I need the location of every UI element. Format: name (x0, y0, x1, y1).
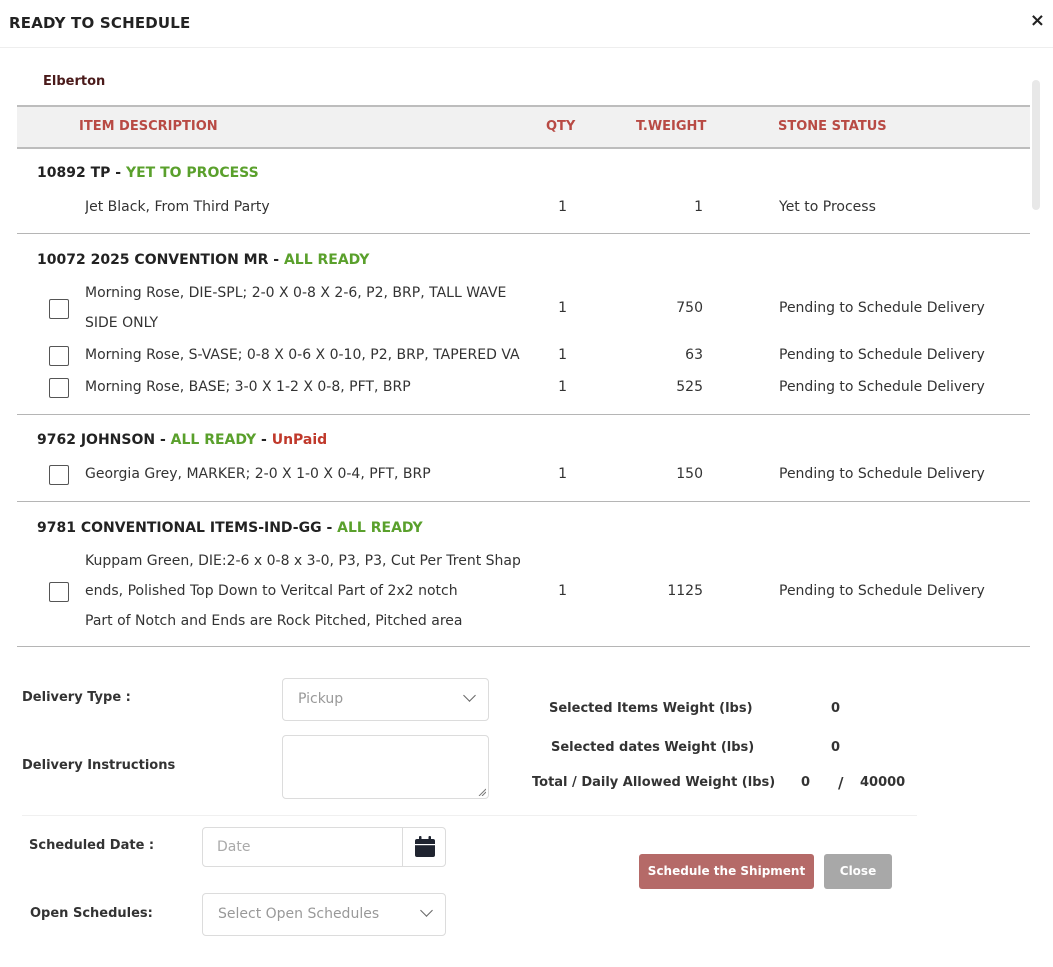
total-weight-value: 0 (801, 775, 811, 790)
item-checkbox[interactable] (49, 465, 69, 485)
delivery-type-value: Pickup (298, 691, 344, 707)
payment-status: UnPaid (271, 432, 328, 448)
item-status: Pending to Schedule Delivery (779, 583, 985, 599)
modal-header: READY TO SCHEDULE × (0, 0, 1053, 48)
group-title: 9762 JOHNSON - ALL READY - UnPaid (37, 432, 327, 448)
item-weight: 1125 (667, 583, 703, 599)
row-divider (17, 646, 1030, 647)
separator: - (268, 252, 284, 268)
selected-items-weight-label: Selected Items Weight (lbs) (549, 701, 753, 716)
item-weight: 150 (676, 466, 703, 482)
col-qty: QTY (546, 119, 576, 134)
separator: - (256, 432, 272, 448)
item-qty: 1 (558, 583, 567, 599)
order-status: YET TO PROCESS (125, 165, 259, 181)
item-description: Morning Rose, BASE; 3-0 X 1-2 X 0-8, PFT… (85, 379, 411, 395)
item-status: Pending to Schedule Delivery (779, 466, 985, 482)
item-weight: 1 (694, 199, 703, 215)
item-weight: 525 (676, 379, 703, 395)
scrollbar[interactable] (1032, 80, 1040, 210)
order-status: ALL READY (170, 432, 257, 448)
item-description: Part of Notch and Ends are Rock Pitched,… (85, 613, 463, 629)
item-status: Pending to Schedule Delivery (779, 300, 985, 316)
close-button[interactable]: Close (824, 854, 892, 889)
item-status: Pending to Schedule Delivery (779, 379, 985, 395)
date-placeholder: Date (217, 839, 251, 855)
modal-title: READY TO SCHEDULE (9, 14, 191, 32)
selected-items-weight-value: 0 (831, 701, 841, 716)
delivery-instructions-label: Delivery Instructions (22, 758, 176, 773)
selected-dates-weight-value: 0 (831, 740, 841, 755)
order-name: 10892 TP (37, 165, 111, 181)
section-divider (22, 815, 917, 816)
col-weight: T.WEIGHT (636, 119, 707, 134)
item-checkbox[interactable] (49, 582, 69, 602)
open-schedules-placeholder: Select Open Schedules (218, 906, 380, 922)
chevron-down-icon (420, 904, 433, 917)
table-header: ITEM DESCRIPTION QTY T.WEIGHT STONE STAT… (17, 105, 1030, 149)
item-description: Jet Black, From Third Party (85, 199, 270, 215)
order-name: 9762 JOHNSON (37, 432, 156, 448)
selected-dates-weight-label: Selected dates Weight (lbs) (551, 740, 755, 755)
scheduled-date-input[interactable]: Date (202, 827, 446, 867)
item-qty: 1 (558, 347, 567, 363)
date-divider (402, 828, 403, 866)
scheduled-date-label: Scheduled Date : (29, 838, 155, 853)
item-description: SIDE ONLY (85, 315, 159, 331)
item-weight: 750 (676, 300, 703, 316)
group-title: 10892 TP - YET TO PROCESS (37, 165, 259, 181)
order-status: ALL READY (283, 252, 370, 268)
allowed-weight-value: 40000 (860, 775, 906, 790)
item-status: Yet to Process (779, 199, 876, 215)
open-schedules-select[interactable]: Select Open Schedules (202, 893, 446, 936)
separator: - (155, 432, 171, 448)
calendar-icon[interactable] (413, 835, 437, 859)
chevron-down-icon (463, 689, 476, 702)
delivery-type-select[interactable]: Pickup (282, 678, 489, 721)
item-qty: 1 (558, 466, 567, 482)
separator: - (110, 165, 126, 181)
item-checkbox[interactable] (49, 378, 69, 398)
row-divider (17, 501, 1030, 502)
item-status: Pending to Schedule Delivery (779, 347, 985, 363)
separator: - (321, 520, 338, 536)
item-description: ends, Polished Top Down to Veritcal Part… (85, 583, 458, 599)
item-description: Georgia Grey, MARKER; 2-0 X 1-0 X 0-4, P… (85, 466, 431, 482)
item-qty: 1 (558, 300, 567, 316)
col-stone-status: STONE STATUS (778, 119, 887, 134)
item-checkbox[interactable] (49, 299, 69, 319)
close-icon[interactable]: × (1029, 10, 1045, 31)
item-description: Morning Rose, DIE-SPL; 2-0 X 0-8 X 2-6, … (85, 285, 507, 301)
resize-grip-icon[interactable] (478, 788, 486, 796)
row-divider (17, 233, 1030, 234)
item-qty: 1 (558, 199, 567, 215)
item-weight: 63 (685, 347, 703, 363)
location-label: Elberton (43, 74, 106, 89)
order-status: ALL READY (337, 520, 423, 536)
total-daily-weight-label: Total / Daily Allowed Weight (lbs) (532, 775, 776, 790)
group-title: 10072 2025 CONVENTION MR - ALL READY (37, 252, 369, 268)
item-checkbox[interactable] (49, 346, 69, 366)
item-description: Kuppam Green, DIE:2-6 x 0-8 x 3-0, P3, P… (85, 553, 520, 569)
order-name: 9781 CONVENTIONAL ITEMS-IND-GG (37, 520, 322, 536)
delivery-instructions-textarea[interactable] (282, 735, 489, 799)
open-schedules-label: Open Schedules: (30, 906, 153, 921)
weight-slash: / (838, 774, 844, 792)
order-name: 10072 2025 CONVENTION MR (37, 252, 269, 268)
item-qty: 1 (558, 379, 567, 395)
delivery-type-label: Delivery Type : (22, 690, 131, 705)
row-divider (17, 414, 1030, 415)
schedule-shipment-button[interactable]: Schedule the Shipment (639, 854, 814, 889)
group-title: 9781 CONVENTIONAL ITEMS-IND-GG - ALL REA… (37, 520, 423, 536)
item-description: Morning Rose, S-VASE; 0-8 X 0-6 X 0-10, … (85, 347, 520, 363)
col-item-description: ITEM DESCRIPTION (79, 119, 218, 134)
